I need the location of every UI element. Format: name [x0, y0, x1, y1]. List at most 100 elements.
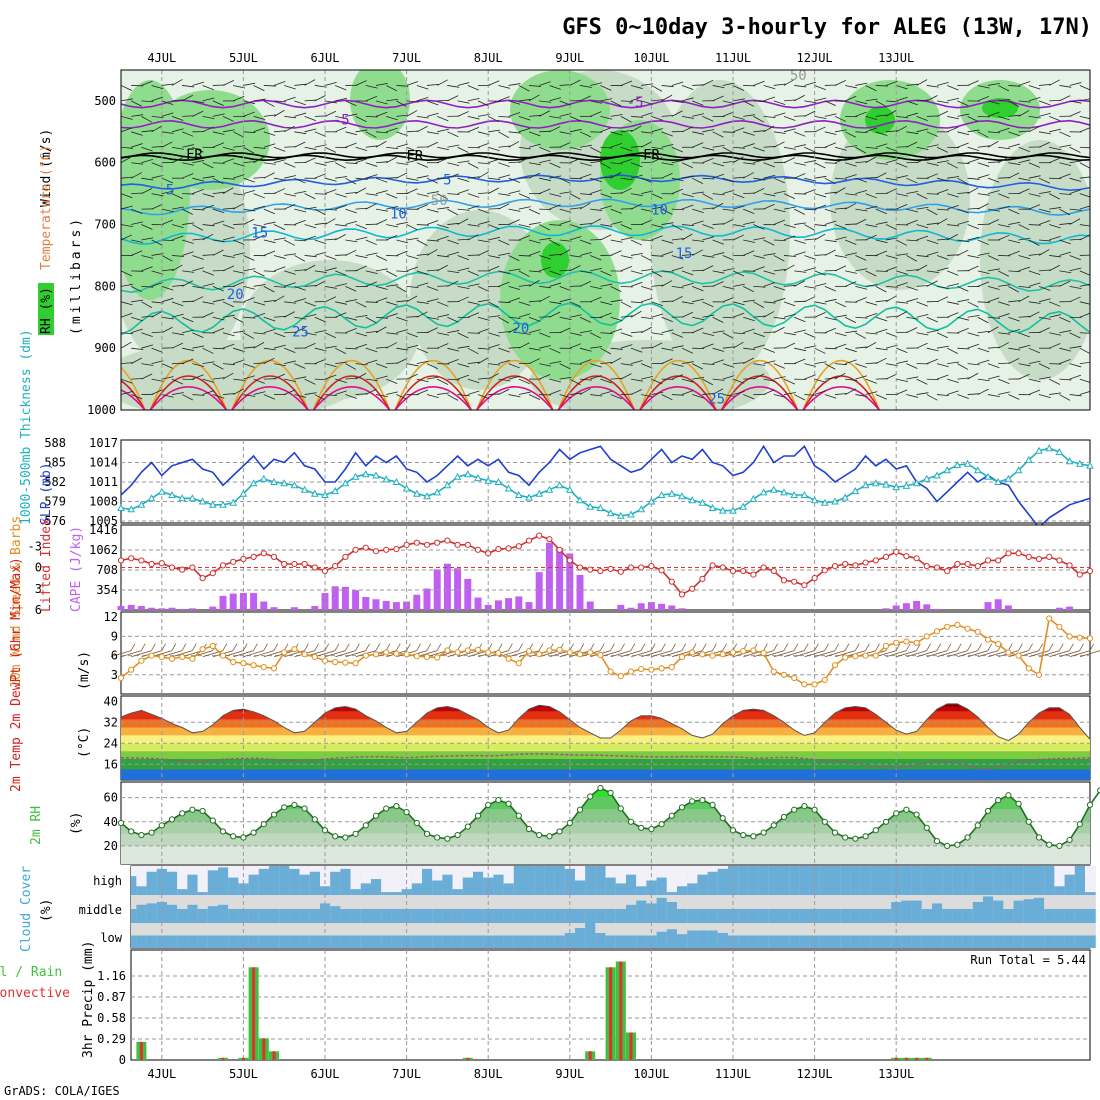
wind-barb [885, 266, 898, 272]
wind-barb [365, 281, 378, 287]
data-point [321, 657, 329, 664]
cloud-cover-cell [309, 935, 321, 948]
surface-barb [539, 650, 560, 658]
date-label-top: 7JUL [392, 51, 421, 65]
wind-barb [1018, 81, 1031, 86]
data-point [963, 459, 972, 467]
cloud-cover-cell [983, 935, 994, 948]
cloud-gap [972, 895, 984, 902]
wind-barb [416, 301, 429, 304]
wind-barb [569, 157, 582, 164]
wind-barb [161, 190, 174, 195]
wind-barb [426, 84, 439, 86]
wind-barb [365, 162, 378, 167]
wind-barb [263, 131, 276, 136]
wind-barb [641, 297, 653, 303]
data-point [209, 642, 216, 650]
wind-barb [1018, 332, 1030, 338]
wind-barb [845, 131, 857, 138]
wind-barb [722, 375, 735, 380]
wind-barb [702, 146, 715, 151]
wind-barb [467, 283, 480, 287]
precip-conv-bar [466, 1057, 470, 1060]
wind-barb [263, 270, 276, 272]
cloud-gap [840, 895, 851, 909]
wind-barb [161, 297, 174, 303]
wind-barb [824, 316, 837, 321]
wind-barb [202, 312, 214, 318]
wind-barb [386, 206, 398, 210]
wind-barb [814, 85, 826, 91]
wind-barb [355, 236, 368, 241]
wind-barb [549, 282, 562, 287]
wind-barb [651, 85, 663, 92]
surface-barb-feather [610, 643, 615, 651]
cloud-cover-cell [1013, 900, 1025, 923]
cloud-cover-cell [411, 909, 423, 923]
wind-barb [998, 206, 1010, 210]
panel-sounding-frame [120, 69, 1091, 411]
data-point [1056, 842, 1063, 850]
wind-barb [681, 175, 694, 179]
wind-barb [365, 145, 378, 148]
wind-barb [457, 255, 469, 261]
wind-barb [345, 363, 357, 370]
wind-barb [681, 361, 694, 365]
wind-barb [1038, 84, 1051, 86]
rh-region [121, 340, 360, 410]
wind-barb [773, 255, 785, 262]
wind-barb [151, 347, 163, 353]
cloud-cover-cell [493, 935, 505, 948]
wind-barb [804, 208, 817, 211]
surface-barb-feather [1058, 643, 1064, 651]
precip-conv-bar [619, 961, 623, 1060]
cloud-cover-cell [218, 904, 229, 923]
wind-barb [1059, 144, 1072, 148]
wind-barb [906, 141, 918, 148]
wind-barb [273, 224, 286, 230]
wind-barb [651, 157, 663, 164]
cloud-gap [452, 923, 464, 936]
data-point [1045, 444, 1054, 452]
wind-barb [855, 100, 868, 105]
pressure-axis-label: (millibars) [69, 216, 84, 335]
wind-barb [906, 394, 919, 398]
wind-barb [467, 85, 480, 91]
isotherm [121, 225, 1090, 245]
wind-barb [906, 208, 919, 213]
wind-barb [182, 347, 195, 352]
wind-barb [263, 357, 275, 364]
cloud-cover-cell [1023, 935, 1035, 948]
cloud-cover-cell [279, 935, 290, 948]
data-point [546, 833, 553, 840]
cloud-cover-cell [279, 866, 290, 895]
wind-barb [549, 126, 561, 133]
cloud-gap [707, 866, 719, 872]
wind-barb [437, 264, 448, 272]
data-point [719, 815, 726, 822]
wind-barb [324, 394, 337, 396]
surface-barb-feather [997, 643, 1003, 651]
cloud-cover-cell [768, 909, 780, 923]
data-point [1035, 555, 1043, 563]
wind-barb [233, 131, 245, 138]
data-point [576, 564, 584, 571]
wind-barb [365, 131, 377, 138]
surface-barb [641, 650, 662, 658]
wind-barb [437, 193, 449, 200]
cloud-cover-cell [156, 902, 168, 923]
wind-barb [845, 239, 857, 245]
diurnal-isotherm [149, 375, 228, 410]
surface-barb [233, 650, 254, 658]
wind-barb [783, 264, 795, 272]
wind-barb [590, 255, 602, 261]
wind-barb [284, 301, 297, 304]
wind-barb [794, 347, 807, 352]
wind-barb [518, 270, 530, 277]
wind-barb [416, 389, 429, 395]
wind-barb [253, 85, 265, 92]
wind-barb [1049, 224, 1061, 229]
data-point [342, 834, 349, 841]
wind-barb [610, 192, 623, 195]
data-point [984, 807, 992, 815]
